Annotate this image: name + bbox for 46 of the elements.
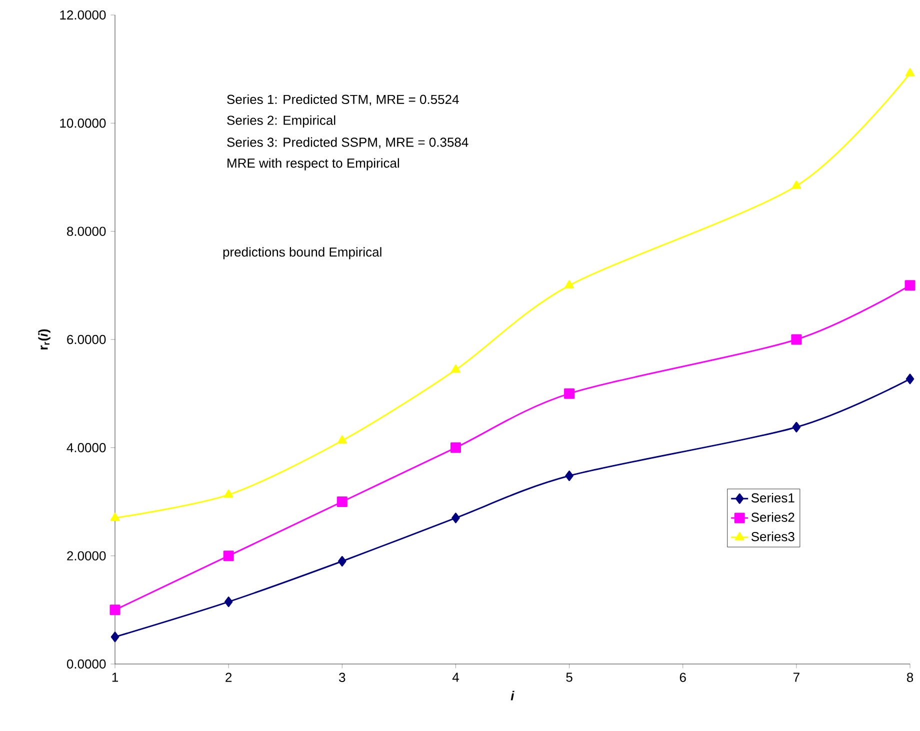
point [792,422,801,432]
point [564,388,575,399]
y-tick-label: 4.0000 [66,443,106,452]
point [792,180,802,189]
point [110,512,120,521]
point [564,280,574,288]
point [224,489,234,498]
point [110,632,120,642]
point [338,556,346,566]
point [791,334,802,345]
y-tick-label: 12.0000 [60,10,106,20]
point [905,68,915,76]
point [223,550,234,562]
point [904,280,916,291]
point [337,435,347,444]
x-tick-label: 2 [226,672,232,682]
annotation: Series 2: Empirical [227,115,336,128]
annotation: predictions bound Empirical [223,247,382,260]
x-tick-label: 1 [112,672,118,682]
point [224,596,233,608]
point [452,512,460,524]
x-tick-label: 4 [452,672,459,682]
x-tick-label: 5 [566,672,572,682]
x-tick-label: 7 [793,672,800,682]
point [450,442,461,453]
y-tick-label: 8.0000 [67,226,106,236]
point [565,470,574,482]
annotation: MRE with respect to Empirical [228,158,399,170]
x-axis-title: i [510,690,514,700]
y-axis-title: r$_{r}$(i) [38,329,50,350]
y-tick-label: 10.0000 [60,118,106,128]
y-tick-label: 6.0000 [67,334,106,344]
point [336,496,348,507]
annotation: Series 1: Predicted STM, MRE = 0.5524 [227,94,459,106]
x-tick-label: 8 [906,672,914,682]
x-tick-label: 6 [680,672,686,682]
annotation: Series 3: Predicted SSPM, MRE = 0.3584 [227,137,468,148]
legend-label: Series2 [751,512,794,522]
legend-label: Series3 [751,532,794,542]
point [110,604,120,616]
legend-label: Series1 [751,492,794,502]
x-tick-label: 3 [339,672,346,682]
y-tick-label: 0.0000 [66,659,106,669]
point [451,364,460,373]
point [906,374,914,384]
y-tick-label: 2.0000 [67,551,106,560]
